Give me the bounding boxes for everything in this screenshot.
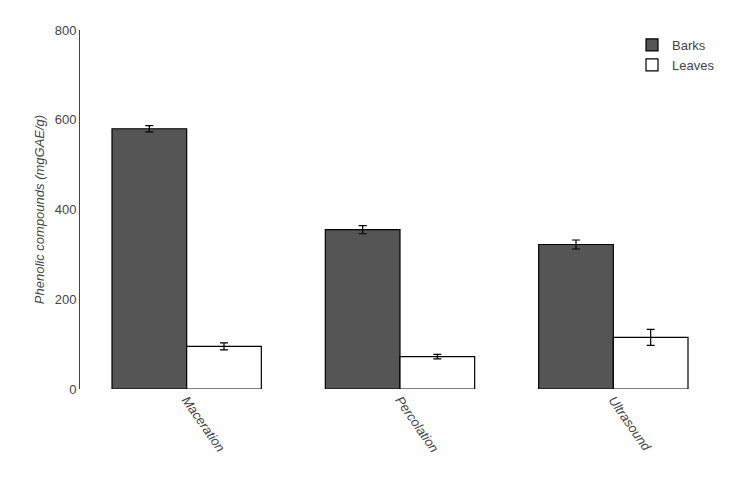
svg-text:0: 0 xyxy=(69,382,76,397)
svg-text:Percolation: Percolation xyxy=(392,393,442,455)
svg-text:600: 600 xyxy=(55,112,77,127)
svg-text:400: 400 xyxy=(55,202,77,217)
svg-text:200: 200 xyxy=(55,292,77,307)
svg-text:Ultrasound: Ultrasound xyxy=(606,393,655,454)
svg-text:Maceration: Maceration xyxy=(179,393,228,454)
svg-text:Barks: Barks xyxy=(672,38,706,53)
svg-text:Leaves: Leaves xyxy=(672,58,714,73)
svg-text:Phenolic compounds (mgGAE/g): Phenolic compounds (mgGAE/g) xyxy=(32,115,47,304)
svg-text:800: 800 xyxy=(55,23,77,38)
